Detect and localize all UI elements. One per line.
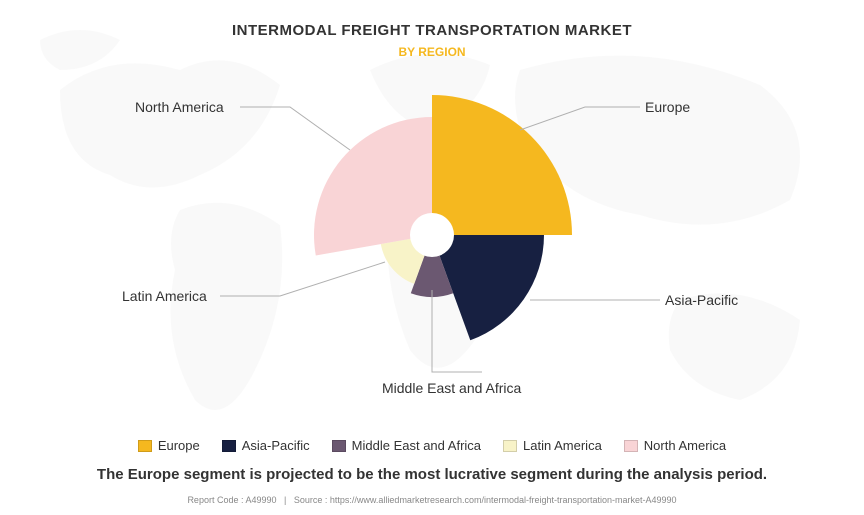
label-mea: Middle East and Africa	[382, 380, 521, 396]
legend-swatch	[503, 440, 517, 452]
legend-swatch	[332, 440, 346, 452]
legend-item: Latin America	[503, 438, 602, 453]
legend-label: North America	[644, 438, 726, 453]
label-europe: Europe	[645, 99, 690, 115]
report-code: Report Code : A49990	[187, 495, 276, 505]
legend-label: Latin America	[523, 438, 602, 453]
leader-na	[240, 107, 350, 150]
legend-item: Asia-Pacific	[222, 438, 310, 453]
label-latam: Latin America	[122, 288, 207, 304]
source-url: Source : https://www.alliedmarketresearc…	[294, 495, 677, 505]
legend-item: Europe	[138, 438, 200, 453]
leader-latam	[220, 262, 385, 296]
legend: Europe Asia-Pacific Middle East and Africa…	[0, 438, 864, 453]
insight-text: The Europe segment is projected to be th…	[0, 466, 864, 483]
label-na: North America	[135, 99, 224, 115]
footer-sep: |	[279, 495, 291, 505]
legend-swatch	[624, 440, 638, 452]
legend-label: Europe	[158, 438, 200, 453]
legend-item: North America	[624, 438, 726, 453]
legend-swatch	[222, 440, 236, 452]
label-asiapac: Asia-Pacific	[665, 292, 738, 308]
legend-label: Asia-Pacific	[242, 438, 310, 453]
chart-area: Europe Asia-Pacific Middle East and Africa…	[0, 70, 864, 400]
footer: Report Code : A49990 | Source : https://…	[0, 495, 864, 505]
legend-label: Middle East and Africa	[352, 438, 481, 453]
leader-europe	[520, 107, 640, 130]
leader-mea	[432, 290, 482, 372]
legend-item: Middle East and Africa	[332, 438, 481, 453]
legend-swatch	[138, 440, 152, 452]
